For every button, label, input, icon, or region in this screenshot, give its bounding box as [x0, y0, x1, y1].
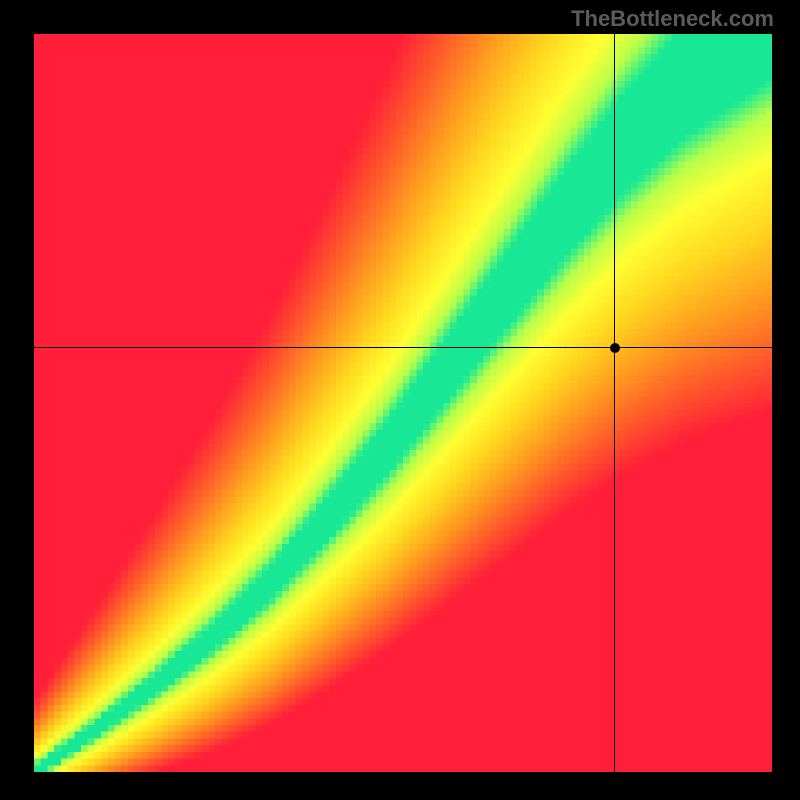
- chart-container: TheBottleneck.com: [0, 0, 800, 800]
- crosshair-marker: [610, 343, 620, 353]
- crosshair-vertical: [614, 34, 615, 772]
- watermark-text: TheBottleneck.com: [571, 6, 774, 32]
- bottleneck-heatmap: [34, 34, 772, 772]
- crosshair-horizontal: [34, 347, 772, 348]
